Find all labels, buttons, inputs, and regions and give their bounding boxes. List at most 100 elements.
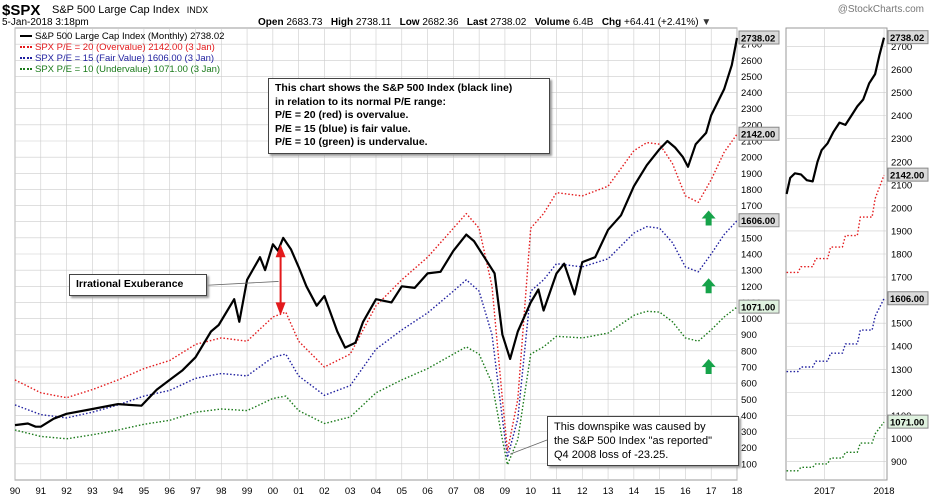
- y-tick-label: 800: [741, 346, 757, 357]
- value-box-label: 1071.00: [890, 418, 924, 429]
- stockcharts-credit[interactable]: @StockCharts.com: [837, 4, 924, 15]
- x-tick-label: 93: [87, 486, 98, 497]
- x-tick-label: 03: [345, 486, 356, 497]
- x-tick-label: 10: [525, 486, 536, 497]
- value-box-zoom: 1606.00: [887, 291, 929, 306]
- y-tick-label: 900: [741, 330, 757, 341]
- value-box-label: 2738.02: [890, 33, 924, 44]
- info-line-4: P/E = 15 (blue) is fair value.: [275, 122, 411, 135]
- value-box-main: 1606.00: [738, 213, 780, 228]
- chg-arrow-icon: ▼: [701, 17, 712, 28]
- value-box-bg: [738, 126, 780, 141]
- x-tick-label: 12: [577, 486, 588, 497]
- chg-value: +64.41 (+2.41%): [624, 17, 699, 28]
- exuberance-annotation: Irrational Exuberance: [69, 274, 207, 296]
- x-tick-label: 94: [113, 486, 124, 497]
- zoom-y-tick-label: 1000: [891, 434, 912, 445]
- x-tick-label: 15: [654, 486, 665, 497]
- y-tick-label: 1700: [741, 201, 762, 212]
- legend-swatch: [20, 68, 32, 71]
- x-tick-label: 00: [268, 486, 279, 497]
- x-tick-label: 97: [190, 486, 201, 497]
- high-value: 2738.11: [355, 17, 392, 28]
- downspike-line-3: Q4 2008 loss of -23.25.: [554, 449, 669, 461]
- legend-item: SPX P/E = 15 (Fair Value) 1606.00 (3 Jan…: [20, 53, 214, 64]
- green-arrow-shape: [701, 278, 716, 294]
- exuberance-arrow-head-down: [275, 302, 286, 316]
- green-up-arrow-icon: [701, 210, 716, 226]
- x-tick-label: 04: [371, 486, 382, 497]
- value-box-bg: [887, 30, 929, 45]
- x-tick-label: 17: [706, 486, 717, 497]
- index-name-text: S&P 500 Large Cap Index: [52, 4, 180, 16]
- x-tick-label: 05: [396, 486, 407, 497]
- legend-text: SPX P/E = 15 (Fair Value) 1606.00 (3 Jan…: [35, 53, 215, 64]
- x-tick-label: 08: [474, 486, 485, 497]
- high-label: High: [330, 17, 354, 28]
- x-tick-label: 09: [500, 486, 511, 497]
- value-box-zoom: 1071.00: [887, 414, 929, 429]
- legend-swatch: [20, 35, 32, 38]
- x-tick-label: 02: [319, 486, 330, 497]
- y-tick-label: 2600: [741, 56, 762, 67]
- x-tick-label: 95: [139, 486, 150, 497]
- volume-value: 6.4B: [572, 17, 594, 28]
- price-line: [14, 37, 739, 428]
- y-tick-label: 2500: [741, 72, 762, 83]
- y-tick-label: 1400: [741, 250, 762, 261]
- zoom-y-tick-label: 1500: [891, 319, 912, 330]
- zoom-y-tick-label: 1400: [891, 342, 912, 353]
- zoom-overvalue-line: [786, 174, 885, 274]
- quote-date: 5-Jan-2018 3:18pm: [2, 17, 89, 28]
- zoom-y-tick-label: 2200: [891, 157, 912, 168]
- legend-swatch: [20, 46, 32, 49]
- value-box-zoom: 2142.00: [887, 167, 929, 182]
- zoom-y-tick-label: 900: [891, 457, 907, 468]
- zoom-x-tick-label: 2017: [814, 486, 835, 497]
- legend-item: SPX P/E = 10 (Undervalue) 1071.00 (3 Jan…: [20, 64, 220, 75]
- y-tick-label: 1500: [741, 233, 762, 244]
- y-tick-label: 200: [741, 443, 757, 454]
- green-up-arrow-icon: [701, 359, 716, 374]
- quote-bar: Open 2683.73 High 2738.11 Low 2682.36 La…: [258, 17, 711, 28]
- downspike-line-2: the S&P 500 Index "as reported": [554, 435, 713, 447]
- value-box-bg: [887, 167, 929, 182]
- value-box-label: 2142.00: [741, 130, 775, 141]
- value-box-label: 1606.00: [890, 294, 924, 305]
- downspike-callout-line: [509, 439, 548, 455]
- y-tick-label: 2700: [741, 40, 762, 51]
- exuberance-arrow-head-up: [275, 244, 286, 258]
- legend-text: SPX P/E = 20 (Overvalue) 2142.00 (3 Jan): [35, 42, 215, 53]
- exchange-text: INDX: [186, 5, 209, 15]
- exuberance-callout-line: [192, 281, 279, 287]
- fair-value-line: [14, 220, 738, 459]
- info-annotation: This chart shows the S&P 500 Index (blac…: [268, 78, 550, 154]
- value-box-label: 1071.00: [741, 303, 775, 314]
- green-arrow-shape: [701, 210, 716, 226]
- zoom-y-tick-label: 1200: [891, 388, 912, 399]
- open-value: 2683.73: [286, 17, 323, 28]
- x-tick-label: 16: [680, 486, 691, 497]
- value-box-zoom: 2738.02: [887, 30, 929, 45]
- y-tick-label: 400: [741, 411, 757, 422]
- info-line-3: P/E = 20 (red) is overvalue.: [275, 109, 409, 121]
- info-line-1: This chart shows the S&P 500 Index (blac…: [275, 82, 513, 94]
- last-label: Last: [466, 17, 488, 28]
- legend-item: S&P 500 Large Cap Index (Monthly) 2738.0…: [20, 31, 224, 42]
- zoom-y-tick-label: 2700: [891, 42, 912, 53]
- value-box-label: 2738.02: [741, 34, 775, 45]
- zoom-y-tick-label: 1900: [891, 226, 912, 237]
- zoom-y-tick-label: 1700: [891, 273, 912, 284]
- zoom-y-tick-label: 2000: [891, 203, 912, 214]
- legend-text: S&P 500 Large Cap Index (Monthly) 2738.0…: [35, 31, 225, 42]
- y-tick-label: 700: [741, 363, 757, 374]
- zoom-price-line: [785, 37, 886, 195]
- x-tick-label: 14: [629, 486, 640, 497]
- value-box-label: 2142.00: [890, 171, 924, 182]
- value-box-bg: [887, 414, 929, 429]
- y-tick-label: 1200: [741, 282, 762, 293]
- x-tick-label: 11: [552, 486, 562, 497]
- zoom-y-tick-label: 2400: [891, 111, 912, 122]
